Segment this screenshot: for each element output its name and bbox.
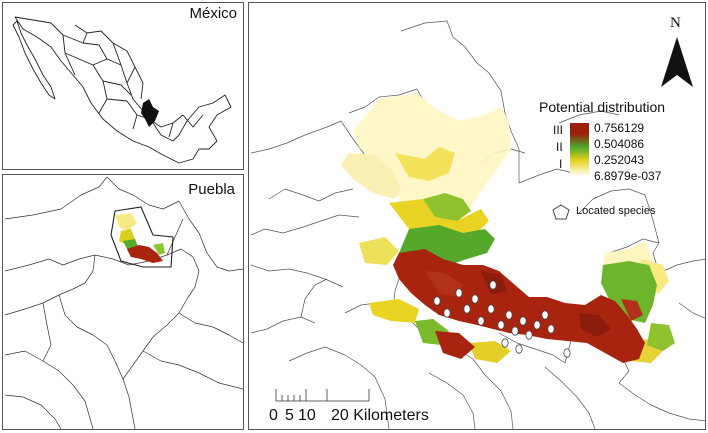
north-arrow: N — [657, 15, 697, 89]
scale-label-10: 10 — [298, 407, 316, 424]
species-marker — [455, 288, 463, 298]
scale-label-5: 5 — [285, 407, 294, 424]
species-marker — [489, 280, 497, 290]
scale-bar: 0 5 10 20 Kilometers — [267, 381, 467, 427]
species-marker — [487, 304, 495, 314]
legend-color-ramp — [570, 123, 589, 175]
species-marker — [501, 338, 509, 348]
north-label: N — [670, 15, 681, 31]
located-species-label: Located species — [576, 205, 656, 217]
species-marker — [525, 330, 533, 340]
species-marker — [497, 320, 505, 330]
scale-label-0: 0 — [269, 407, 278, 424]
distribution-raster — [250, 20, 705, 429]
species-marker — [433, 296, 441, 306]
class-label-ii: II — [556, 140, 563, 154]
species-marker — [563, 348, 571, 358]
inset-puebla-map: Puebla — [2, 174, 244, 430]
legend-value-3: 0.252043 — [594, 153, 645, 167]
species-marker — [471, 294, 479, 304]
legend-value-2: 0.504086 — [594, 137, 645, 151]
species-marker — [511, 326, 519, 336]
puebla-distribution-small — [115, 213, 165, 263]
pentagon-marker-icon — [552, 204, 570, 220]
species-marker — [443, 308, 451, 318]
species-marker — [547, 324, 555, 334]
species-marker — [541, 310, 549, 320]
inset-puebla-title: Puebla — [188, 181, 235, 198]
located-species-markers — [433, 280, 571, 358]
class-label-iii: III — [553, 123, 564, 137]
species-marker — [505, 310, 513, 320]
puebla-outline-map — [4, 176, 243, 429]
north-arrow-icon — [661, 37, 693, 87]
inset-mexico-map: México — [2, 2, 244, 170]
main-distribution-map: N Potential distribution III II I 0.7561… — [248, 2, 706, 430]
species-marker — [477, 316, 485, 326]
legend-title: Potential distribution — [539, 99, 666, 115]
species-marker — [533, 320, 541, 330]
species-marker — [519, 316, 527, 326]
species-marker — [515, 344, 523, 354]
scale-label-20-km: 20 Kilometers — [331, 407, 429, 424]
class-label-i: I — [559, 157, 563, 171]
legend-value-max: 0.756129 — [594, 121, 645, 135]
mexico-outline-map — [12, 16, 232, 164]
puebla-state-highlight — [141, 99, 159, 127]
species-marker — [463, 304, 471, 314]
suitability-raster — [341, 93, 675, 363]
scale-bar-ticks — [275, 389, 370, 402]
legend-value-min: 6.8979e-037 — [594, 169, 662, 183]
inset-mexico-title: México — [189, 5, 237, 22]
